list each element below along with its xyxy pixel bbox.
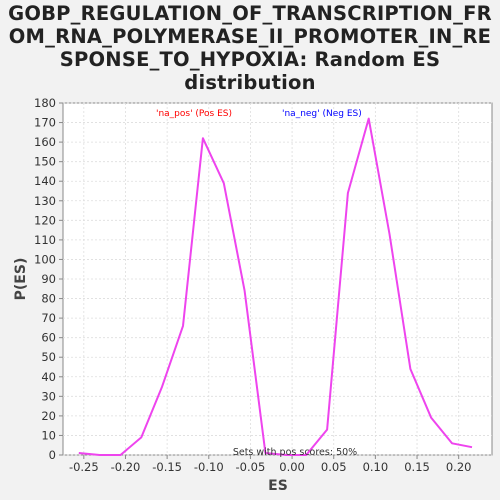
y-tick-label: 40: [41, 370, 56, 384]
y-tick-label: 60: [41, 331, 56, 345]
y-tick-label: 0: [49, 448, 56, 462]
es-distribution-line: [78, 117, 473, 456]
x-tick-label: 0.15: [404, 460, 430, 474]
y-tick-label: 90: [41, 272, 56, 286]
x-tick-label: -0.25: [69, 460, 99, 474]
grid: [63, 102, 492, 456]
x-tick-label: -0.20: [111, 460, 141, 474]
y-tick-label: 70: [41, 311, 56, 325]
y-tick-label: 180: [34, 96, 56, 110]
x-tick-label: -0.05: [236, 460, 266, 474]
axes: 0 10 20 30 40 50 60 70 80 90 100 110 120 130 140 150 160…: [34, 96, 471, 474]
chart-title-line: GOBP_REGULATION_OF_TRANSCRIPTION_FR: [8, 2, 492, 25]
x-tick-label: -0.10: [194, 460, 224, 474]
chart-title: GOBP_REGULATION_OF_TRANSCRIPTION_FR OM_R…: [0, 2, 500, 94]
legend: 'na_pos' (Pos ES) 'na_neg' (Neg ES): [156, 109, 362, 119]
y-tick-label: 110: [34, 233, 56, 247]
y-tick-label: 120: [34, 213, 56, 227]
y-tick-label: 130: [34, 194, 56, 208]
chart-title-line: OM_RNA_POLYMERASE_II_PROMOTER_IN_RE: [8, 25, 492, 48]
y-tick-label: 170: [34, 116, 56, 130]
pos-scores-annotation: Sets with pos scores: 50%: [233, 447, 357, 458]
y-tick-label: 10: [41, 428, 56, 442]
chart-title-line: SPONSE_TO_HYPOXIA: Random ES: [59, 48, 441, 71]
x-tick-label: 0.00: [279, 460, 305, 474]
y-tick-label: 160: [34, 135, 56, 149]
legend-entry-pos: 'na_pos' (Pos ES): [156, 109, 232, 119]
x-tick-label: 0.20: [446, 460, 472, 474]
y-tick-label: 150: [34, 155, 56, 169]
y-tick-label: 80: [41, 292, 56, 306]
y-tick-label: 50: [41, 350, 56, 364]
y-axis-title: P(ES): [13, 258, 29, 301]
chart-title-line: distribution: [184, 71, 316, 94]
x-tick-label: -0.15: [152, 460, 182, 474]
y-tick-label: 140: [34, 174, 56, 188]
x-tick-label: 0.05: [321, 460, 347, 474]
x-tick-label: 0.10: [363, 460, 389, 474]
series-layer: [78, 117, 473, 456]
y-tick-label: 100: [34, 252, 56, 266]
x-axis-title: ES: [268, 478, 288, 494]
legend-entry-neg: 'na_neg' (Neg ES): [282, 109, 362, 119]
y-tick-label: 20: [41, 409, 56, 423]
y-tick-label: 30: [41, 389, 56, 403]
